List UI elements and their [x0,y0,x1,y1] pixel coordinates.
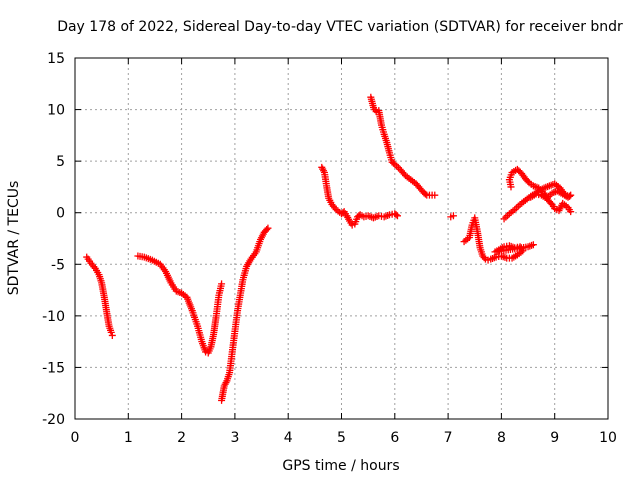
grid-lines [75,58,608,419]
data-point [490,254,498,262]
y-tick-label: -15 [42,360,65,376]
data-point [500,215,508,223]
x-tick-label: 10 [599,430,617,446]
y-tick-label: -20 [42,412,65,428]
data-point [567,208,575,216]
data-point [107,328,115,336]
data-point [501,253,509,261]
data-points [83,93,575,404]
y-tick-label: 15 [47,51,65,67]
x-tick-label: 3 [230,430,239,446]
data-point [366,212,374,220]
data-point [320,167,328,175]
data-point [489,254,497,262]
data-point [528,241,536,249]
x-tick-label: 9 [550,430,559,446]
data-point [431,191,439,199]
y-tick-label: -10 [42,309,65,325]
x-tick-label: 2 [177,430,186,446]
x-tick-label: 1 [124,430,133,446]
y-axis-label: SDTVAR / TECUs [6,181,22,296]
data-point [421,190,429,198]
data-point [263,226,271,234]
data-point [502,213,510,221]
data-point [218,280,226,288]
data-point [565,192,573,200]
data-point [394,164,402,172]
x-tick-label: 0 [71,430,80,446]
data-point [529,241,537,249]
x-axis-label: GPS time / hours [282,458,399,474]
x-tick-label: 5 [337,430,346,446]
y-tick-label: 5 [56,154,65,170]
data-point [480,254,488,262]
x-tick-label: 4 [284,430,293,446]
x-tick-label: 6 [390,430,399,446]
data-point [567,191,575,199]
data-point [393,212,401,220]
axis-ticks: 0 1 2 3 4 5 6 7 8 9 10 15 10 5 0 -5 -10 -15 -20 [42,51,617,446]
data-point [108,331,116,339]
data-point [499,253,507,261]
y-tick-label: 10 [47,103,65,119]
data-point [449,212,457,220]
data-point [526,242,534,250]
data-point [382,212,390,220]
y-tick-label: 0 [56,206,65,222]
y-tick-label: -5 [51,257,65,273]
data-point [392,211,400,219]
chart-title: Day 178 of 2022, Sidereal Day-to-day VTE… [57,19,623,35]
x-tick-label: 8 [497,430,506,446]
data-point [264,224,272,232]
data-point [371,213,379,221]
x-tick-label: 7 [444,430,453,446]
